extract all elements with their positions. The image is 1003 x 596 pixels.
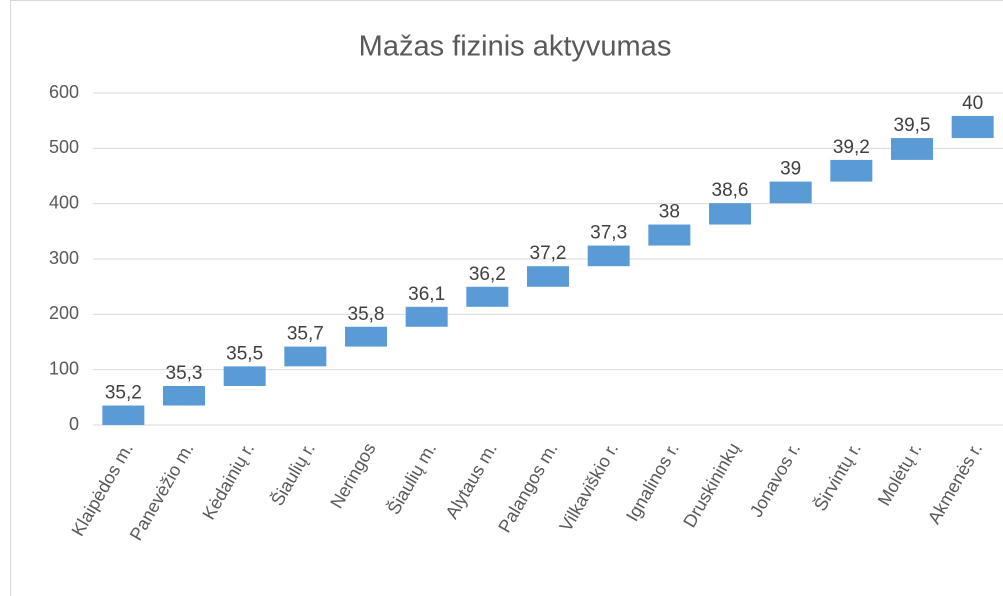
x-tick-label: Jonavos r. — [746, 439, 804, 520]
y-tick-label: 400 — [49, 192, 79, 212]
x-tick-label: Neringos — [326, 439, 379, 511]
bar — [769, 181, 812, 204]
x-tick-label: Palangos m. — [494, 439, 561, 536]
x-tick-label: Vilkaviškio r. — [556, 439, 623, 534]
bar — [951, 115, 994, 139]
x-tick-label: Kėdainių r. — [198, 439, 258, 523]
x-tick-label: Akmenės r. — [924, 439, 986, 527]
y-tick-label: 0 — [69, 414, 79, 434]
bar — [223, 366, 266, 386]
y-tick-label: 100 — [49, 358, 79, 378]
bar — [163, 385, 205, 406]
data-label: 36,2 — [469, 264, 506, 285]
x-tick-label: Šiaulių r. — [266, 439, 319, 509]
data-label: 37,2 — [530, 243, 567, 264]
data-label: 35,3 — [166, 363, 203, 384]
data-label: 39 — [780, 159, 801, 180]
data-label: 38,6 — [712, 180, 749, 201]
data-label: 35,7 — [287, 324, 324, 345]
bar — [527, 266, 569, 287]
data-label: 40 — [962, 93, 983, 114]
bar — [284, 346, 327, 367]
data-label: 39,2 — [833, 137, 870, 158]
x-tick-label: Druskininkų — [679, 439, 743, 530]
x-tick-label: Alytaus m. — [442, 439, 501, 522]
x-tick-label: Ignalinos r. — [622, 439, 683, 524]
y-tick-label: 600 — [49, 82, 79, 102]
data-label: 38 — [659, 202, 680, 223]
x-tick-label: Klaipėdos m. — [68, 439, 137, 539]
bar — [102, 405, 145, 425]
bar — [587, 245, 630, 267]
y-tick-label: 300 — [49, 248, 79, 268]
data-label: 39,5 — [894, 115, 931, 136]
x-tick-label: Panevėžio m. — [126, 439, 198, 543]
bar — [891, 138, 933, 160]
data-label: 37,3 — [590, 223, 627, 244]
data-label: 35,2 — [105, 383, 142, 404]
x-tick-label: Molėtų r. — [874, 439, 926, 509]
chart-title: Mažas fizinis aktyvumas — [359, 31, 672, 63]
data-label: 35,8 — [348, 304, 385, 325]
data-label: 36,1 — [408, 284, 445, 305]
data-label: 35,5 — [226, 343, 263, 364]
y-tick-label: 200 — [49, 303, 79, 323]
bar — [345, 326, 387, 347]
bar — [466, 286, 509, 307]
chart-border — [10, 0, 1003, 596]
bar — [648, 224, 691, 246]
bar — [405, 306, 448, 327]
bar — [830, 159, 873, 182]
y-tick-label: 500 — [49, 137, 79, 157]
x-tick-label: Širvintų r. — [809, 439, 865, 514]
x-tick-label: Šiaulių m. — [383, 439, 441, 518]
bar — [709, 203, 751, 225]
